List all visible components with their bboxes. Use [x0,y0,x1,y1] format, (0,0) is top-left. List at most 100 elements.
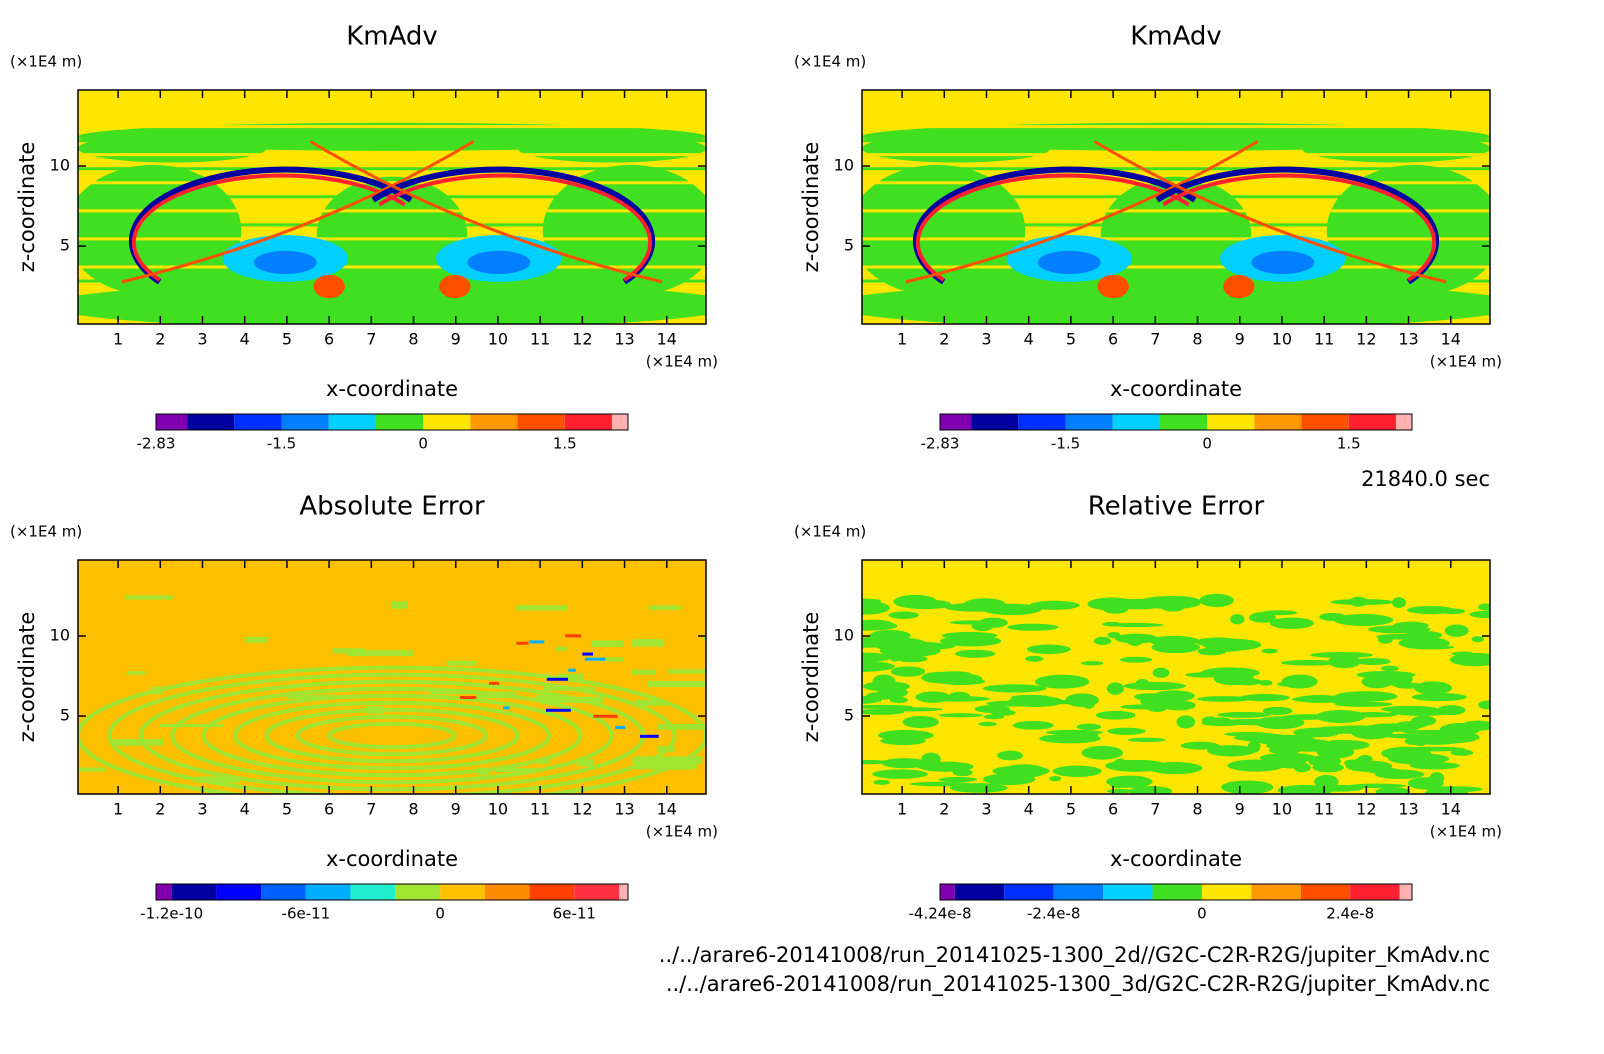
colorbar-segment [423,414,471,430]
field-band [78,251,706,255]
x-tick-label: 11 [1314,330,1334,349]
x-tick-label: 12 [572,800,592,819]
colorbar-frame [155,413,629,431]
field-band [78,139,706,143]
field-patch [1301,134,1490,163]
field-patch [577,759,594,767]
colorbar-tick-label: -2.4e-8 [1027,905,1080,923]
x-tick-label: 6 [1108,330,1118,349]
field-band [862,181,1490,185]
x-tick-label: 12 [1356,330,1376,349]
x-tick-label: 1 [897,330,907,349]
field-band [862,279,1490,283]
field-patch [495,768,537,772]
field-patch [1471,636,1485,643]
field-patch [1444,624,1469,637]
field-arc [915,173,1190,282]
colorbar-segment [305,884,351,900]
field-arc [327,721,457,750]
field-band [862,139,1490,143]
field-patch [1102,603,1129,614]
field-patch [1377,635,1393,644]
colorbar-segment [1399,884,1412,900]
field-arc [1162,173,1437,282]
field-patch [882,707,943,712]
field-band [78,209,706,213]
field-patch [948,691,971,702]
x-tick-label: 7 [366,800,376,819]
x-axis-label: x-coordinate [1110,377,1242,401]
field-patch [657,723,706,730]
field-arc [905,140,1259,284]
colorbar-tick-label: -1.5 [1051,435,1080,453]
field-patch [1133,693,1164,701]
field-patch [1201,716,1218,724]
field-band [862,153,1490,157]
field-patch [890,666,926,677]
field-patch [862,621,898,631]
colorbar-segment [234,414,282,430]
colorbar-segment [1348,414,1396,430]
chart-title: Absolute Error [299,492,485,522]
field-patch [1261,648,1278,654]
field-patch [981,603,1042,615]
field-patch [1449,652,1490,667]
colorbar-segment [1300,884,1351,900]
colorbar-segment [1004,884,1054,900]
x-tick-label: 7 [1150,800,1160,819]
colorbar-tick-label: -2.83 [921,435,960,453]
colorbar-segment [971,414,1019,430]
x-tick-label: 8 [1192,330,1202,349]
field-patch [632,756,703,765]
colorbar-frame [939,413,1413,431]
chart-title: KmAdv [1130,22,1222,52]
field-patch [332,648,365,654]
field-patch [1478,700,1490,710]
field-patch [1312,762,1344,773]
x-tick-label: 9 [1235,800,1245,819]
plot-frame [861,89,1491,325]
colorbar-tick-label: 1.5 [1337,435,1361,453]
x-tick-label: 2 [155,330,165,349]
field-patch [1348,783,1407,789]
field-patch [590,640,624,647]
field-patch [584,657,606,661]
field-patch [921,671,960,684]
x-unit: (×1E4 m) [646,823,718,841]
field-arc [201,693,583,778]
field-patch [1197,696,1252,702]
field-patch [603,657,623,662]
field-patch [1349,596,1368,607]
field-patch [1410,715,1437,726]
field-band [78,167,706,171]
field-patch [1012,720,1054,730]
field-patch [1251,250,1315,275]
field-patch [1240,693,1290,702]
x-tick-label: 14 [657,800,677,819]
x-tick-label: 14 [657,330,677,349]
field-patch [1081,731,1099,740]
field-patch [896,655,928,663]
x-tick-label: 13 [1398,330,1418,349]
field-patch [915,691,951,703]
field-patch [1199,593,1234,607]
x-tick-label: 5 [1066,330,1076,349]
field-patch [902,715,939,729]
field-patch [543,686,595,691]
field-patch [1321,740,1370,751]
file-path: ../../arare6-20141008/run_20141025-1300_… [659,943,1490,968]
x-tick-label: 3 [981,800,991,819]
y-axis-label: z-coordinate [15,612,39,743]
colorbar-segment [1112,414,1160,430]
field-patch [529,640,545,644]
x-tick-label: 11 [1314,800,1334,819]
field-patch [347,650,414,657]
x-unit: (×1E4 m) [1430,823,1502,841]
field-patch [160,723,224,728]
colorbar-segment [328,414,376,430]
x-axis-label: x-coordinate [1110,847,1242,871]
field-patch [1414,681,1452,695]
field-patch [1138,595,1201,609]
field-patch [1223,274,1255,299]
colorbar-segment [440,884,485,900]
